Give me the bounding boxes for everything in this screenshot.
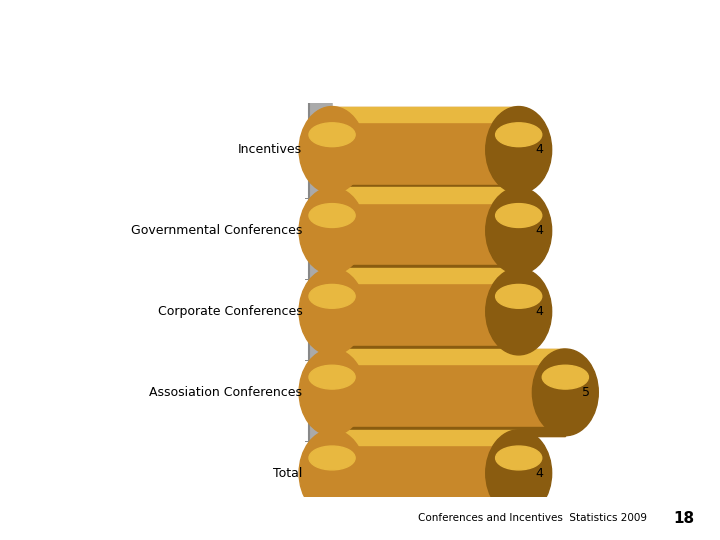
Ellipse shape [299,349,365,436]
Text: Corporate Conferences: Corporate Conferences [158,305,302,318]
Ellipse shape [486,106,552,193]
Polygon shape [309,100,332,536]
Ellipse shape [299,187,365,274]
Bar [332,268,518,284]
Bar [332,185,518,193]
Bar [332,430,518,516]
Text: Governmental Conferences: Governmental Conferences [131,224,302,237]
Text: Assosiation Conferences: Assosiation Conferences [149,386,302,399]
Bar [332,187,518,274]
Text: 4: 4 [535,144,543,157]
Ellipse shape [309,285,355,308]
Bar [332,508,518,516]
Text: Average number of participants’: Average number of participants’ [315,17,699,38]
Ellipse shape [299,106,365,193]
Ellipse shape [309,123,355,147]
Ellipse shape [309,204,355,227]
Bar [332,346,518,355]
Ellipse shape [309,365,355,389]
Text: 4: 4 [535,224,543,237]
Text: 4: 4 [535,467,543,480]
Ellipse shape [495,446,541,470]
Bar [332,187,518,202]
Ellipse shape [486,187,552,274]
Ellipse shape [486,430,552,516]
Ellipse shape [542,365,588,389]
Bar [332,265,518,274]
Text: 4: 4 [535,305,543,318]
Text: stay - by type: stay - by type [537,56,699,76]
Bar [332,106,518,122]
Bar [332,349,565,364]
Text: 18: 18 [673,511,694,525]
Ellipse shape [486,268,552,355]
Ellipse shape [495,285,541,308]
Ellipse shape [532,349,598,436]
Ellipse shape [299,430,365,516]
Text: Incentives: Incentives [238,144,302,157]
Ellipse shape [495,204,541,227]
Bar [332,430,518,445]
Ellipse shape [495,123,541,147]
Bar [332,268,518,355]
Bar [332,427,565,436]
Bar [332,106,518,193]
Ellipse shape [309,446,355,470]
Text: 5: 5 [582,386,590,399]
Text: Total: Total [273,467,302,480]
Ellipse shape [299,268,365,355]
Text: Conferences and Incentives  Statistics 2009: Conferences and Incentives Statistics 20… [418,513,647,523]
Bar [332,349,565,436]
